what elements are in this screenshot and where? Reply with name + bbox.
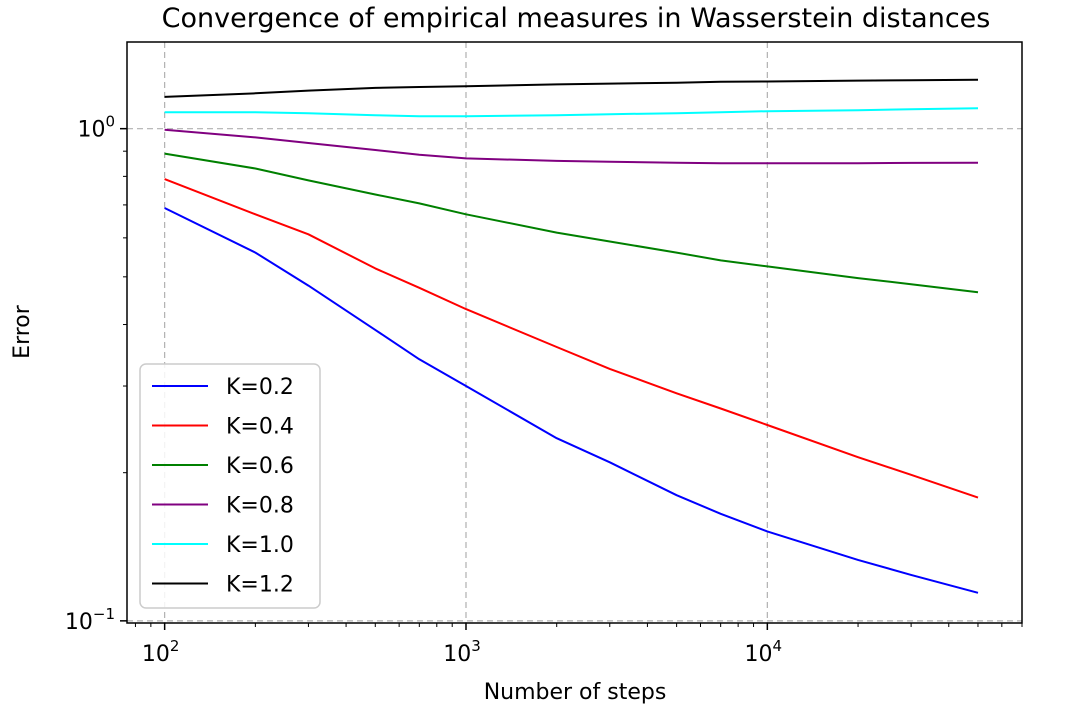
x-tick-label: 104 bbox=[745, 637, 783, 667]
legend-items: K=0.2 K=0.4 K=0.6 K=0.8 K=1.0 K=1.2 bbox=[152, 375, 294, 598]
legend-box bbox=[139, 363, 321, 609]
y-tick-label: 10−1 bbox=[65, 605, 115, 635]
series-line-k-0-8 bbox=[164, 128, 979, 165]
legend-label: K=0.8 bbox=[226, 494, 294, 519]
x-tick-label: 103 bbox=[443, 637, 481, 667]
y-axis-label: Error bbox=[10, 304, 35, 359]
series-line-k-0-4 bbox=[164, 178, 979, 499]
legend-label: K=1.2 bbox=[226, 573, 294, 598]
chart-title: Convergence of empirical measures in Was… bbox=[162, 3, 991, 34]
series-line-k-0-2 bbox=[164, 207, 979, 594]
series-line-k-1-2 bbox=[164, 78, 979, 98]
x-axis-label: Number of steps bbox=[484, 680, 667, 705]
legend-label: K=0.2 bbox=[226, 375, 294, 400]
legend-label: K=0.4 bbox=[226, 415, 294, 440]
series-lines bbox=[164, 78, 979, 594]
legend: K=0.2 K=0.4 K=0.6 K=0.8 K=1.0 K=1.2 bbox=[139, 363, 321, 609]
plot-area-frame bbox=[126, 41, 1023, 624]
y-tick-label: 100 bbox=[77, 113, 115, 143]
series-line-k-1-0 bbox=[164, 107, 979, 118]
legend-label: K=0.6 bbox=[226, 454, 294, 479]
legend-label: K=1.0 bbox=[226, 533, 294, 558]
x-tick-label: 102 bbox=[142, 637, 180, 667]
series-line-k-0-6 bbox=[164, 152, 979, 294]
axis-ticks: 102 103 104 100 10−1 bbox=[65, 113, 1023, 667]
